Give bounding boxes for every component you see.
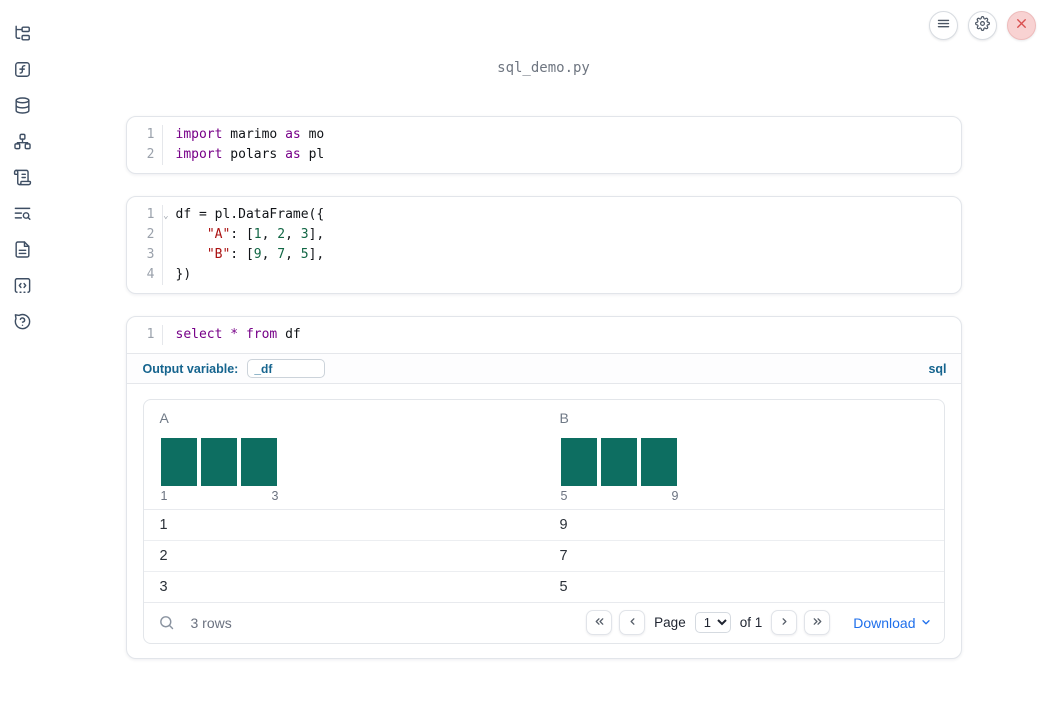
table-cell: 9 — [559, 517, 568, 533]
code-line: "A": [1, 2, 3], — [206, 227, 325, 242]
last-page-button[interactable] — [804, 610, 831, 635]
table-header: A 1 3 B — [143, 400, 944, 510]
code-fold-chevron-icon[interactable]: ⌄ — [163, 211, 169, 221]
code-editor[interactable]: 1 ⌄ df = pl.DataFrame({2 "A": [1, 2, 3], 3 … — [127, 197, 961, 293]
line-number: 1 — [127, 325, 163, 345]
column-histogram[interactable]: 5 9 — [560, 438, 679, 503]
column-label: A — [159, 410, 169, 426]
chevron-right-icon — [778, 615, 791, 631]
output-variable-label: Output variable: — [142, 361, 239, 376]
histogram-bar — [240, 438, 277, 486]
page-label: Page — [654, 615, 686, 630]
table-cell: 3 — [159, 579, 168, 595]
line-number: 3 — [127, 245, 163, 265]
document-outline-icon[interactable] — [13, 240, 32, 259]
line-number: 1 — [127, 125, 163, 145]
code-line: df = pl.DataFrame({ — [175, 207, 325, 222]
code-cell-dataframe[interactable]: 1 ⌄ df = pl.DataFrame({2 "A": [1, 2, 3], 3 … — [125, 196, 962, 294]
database-icon[interactable] — [13, 96, 32, 115]
file-explorer-tree-icon[interactable] — [13, 24, 32, 43]
code-line: }) — [175, 267, 192, 282]
close-x-icon — [1014, 16, 1029, 36]
notebook-main: sql_demo.py 1 import marimo as mo 2 import … — [125, 60, 962, 659]
hist-min-tick: 1 — [160, 489, 168, 503]
column-label: B — [559, 410, 569, 426]
left-sidebar — [0, 0, 44, 713]
topbar-controls — [929, 11, 1036, 40]
table-footer: 3 rows Page 1 of 1 — [144, 603, 944, 643]
gear-icon — [975, 15, 990, 36]
code-line: select * from df — [175, 327, 301, 342]
next-page-button[interactable] — [771, 610, 798, 635]
chevron-down-icon — [920, 615, 932, 631]
histogram-bar — [200, 438, 237, 486]
code-editor[interactable]: 1 import marimo as mo 2 import polars as pl — [127, 117, 961, 173]
page-total-label: of 1 — [739, 615, 763, 630]
code-snippets-icon[interactable] — [13, 276, 32, 295]
search-icon[interactable] — [158, 614, 175, 631]
line-number: 4 — [127, 265, 163, 285]
help-question-bubble-icon[interactable] — [13, 312, 32, 331]
previous-page-button[interactable] — [619, 610, 646, 635]
column-header-a: A 1 3 — [144, 400, 544, 509]
column-header-b: B 5 9 — [544, 400, 944, 509]
chevron-left-icon — [626, 615, 639, 631]
code-line: import polars as pl — [175, 147, 325, 162]
cell-output-area: A 1 3 B — [126, 383, 961, 658]
histogram-axis: 1 3 — [161, 489, 279, 503]
line-number: 2 — [127, 145, 163, 165]
histogram-axis: 5 9 — [561, 489, 679, 503]
table-cell: 2 — [159, 548, 168, 564]
chevrons-right-icon — [811, 615, 824, 631]
hist-max-tick: 9 — [671, 489, 679, 503]
hamburger-menu-icon — [936, 16, 951, 36]
histogram-bars — [560, 438, 679, 486]
code-line: "B": [9, 7, 5], — [206, 247, 325, 262]
function-square-icon[interactable] — [13, 60, 32, 79]
column-histogram[interactable]: 1 3 — [160, 438, 279, 503]
download-label: Download — [853, 614, 916, 631]
dataframe-table: A 1 3 B — [142, 399, 945, 644]
code-cell-imports[interactable]: 1 import marimo as mo 2 import polars as pl — [125, 116, 962, 174]
sql-language-badge: sql — [928, 361, 947, 376]
sql-cell[interactable]: 1 select * from df Output variable: sql A — [125, 316, 962, 659]
first-page-button[interactable] — [586, 610, 613, 635]
pagination: Page 1 of 1 Download — [586, 610, 931, 635]
histogram-bar — [600, 438, 637, 486]
list-search-icon[interactable] — [13, 204, 32, 223]
histogram-bar — [640, 438, 677, 486]
page-select[interactable]: 1 — [694, 612, 731, 633]
scroll-logs-icon[interactable] — [13, 168, 32, 187]
line-number: 1 ⌄ — [127, 205, 169, 225]
hist-max-tick: 3 — [271, 489, 279, 503]
histogram-bars — [160, 438, 279, 486]
table-cell: 7 — [559, 548, 568, 564]
dependency-graph-icon[interactable] — [13, 132, 32, 151]
hist-min-tick: 5 — [560, 489, 568, 503]
notebook-menu-button[interactable] — [929, 11, 958, 40]
sql-toolbar: Output variable: sql — [126, 353, 961, 383]
histogram-bar — [160, 438, 197, 486]
line-number: 2 — [127, 225, 163, 245]
sql-code-editor[interactable]: 1 select * from df — [127, 317, 961, 353]
notebook-filename: sql_demo.py — [497, 60, 590, 76]
settings-button[interactable] — [968, 11, 997, 40]
download-button[interactable]: Download — [853, 615, 931, 631]
histogram-bar — [560, 438, 597, 486]
table-cell: 1 — [159, 517, 168, 533]
output-variable-input[interactable] — [247, 359, 326, 378]
row-count-label: 3 rows — [190, 614, 232, 631]
shutdown-button[interactable] — [1007, 11, 1036, 40]
table-cell: 5 — [559, 579, 568, 595]
chevrons-left-icon — [593, 615, 606, 631]
code-line: import marimo as mo — [175, 127, 325, 142]
